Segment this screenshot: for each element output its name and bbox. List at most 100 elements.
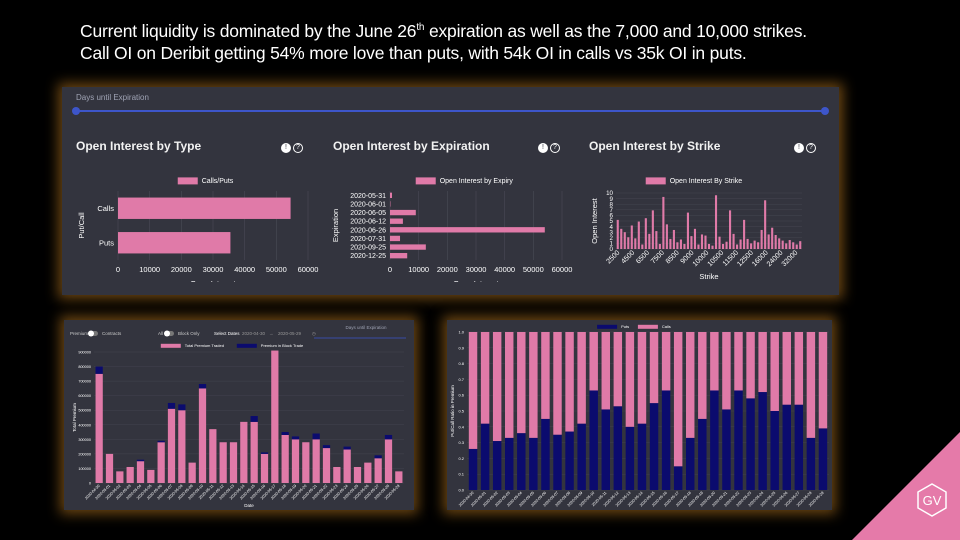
bar: [736, 244, 739, 249]
bar-total-premium: [250, 421, 258, 483]
bar: [781, 240, 784, 249]
bar: [672, 229, 675, 249]
chart-oi-by-expiration: Open Interest by Expiry 0 10000 20000 30000 4…: [331, 177, 572, 282]
bar: [658, 243, 661, 249]
days-until-expiration-slider[interactable]: [62, 103, 839, 119]
y-tick-label: 7: [610, 207, 614, 214]
bar-total-premium: [157, 442, 165, 483]
bar: [714, 195, 718, 249]
legend-label: Puts: [621, 324, 629, 329]
info-icon: !: [538, 143, 548, 153]
bar-calls: [601, 332, 610, 410]
y-tick-label: 9: [610, 196, 614, 203]
bar-total-premium: [178, 410, 186, 483]
chart-info-icons[interactable]: !?: [536, 141, 560, 153]
bar-total-premium: [147, 469, 155, 483]
bar-puts: [649, 403, 659, 490]
bar-puts: [625, 426, 635, 490]
bar-puts: [553, 434, 562, 490]
bar: [750, 243, 753, 249]
legend-swatch: [160, 343, 181, 348]
y-tick-label: 6: [610, 213, 614, 220]
bar-puts: [806, 437, 816, 490]
y-tick-label: 0.8: [458, 361, 464, 366]
bar-calls: [553, 332, 562, 435]
help-icon: ?: [550, 143, 560, 153]
bar-total-premium: [291, 439, 300, 483]
y-tick-label: 0.3: [458, 440, 464, 445]
bar-total-premium: [353, 466, 362, 483]
legend-label: Calls: [662, 324, 671, 329]
bar: [721, 243, 725, 249]
bar: [725, 241, 728, 249]
bar-calls: [468, 332, 478, 449]
y-tick-label: 700000: [78, 380, 91, 384]
x-tick-label: 20000: [437, 265, 458, 274]
bar-block-premium: [374, 455, 382, 459]
bar: [390, 192, 393, 198]
bar-puts: [613, 406, 623, 490]
bar-block-premium: [167, 402, 176, 409]
x-tick-label: 4500: [620, 249, 636, 265]
info-icon: !: [281, 143, 291, 153]
y-tick-label: 2020-05-31: [350, 193, 386, 200]
bar-puts: [673, 466, 683, 490]
bar-calls: [746, 332, 755, 399]
y-tick-label: 0.0: [458, 488, 464, 493]
gv-logo-hexagon: [917, 483, 947, 517]
bar-total-premium: [281, 434, 289, 483]
bar-calls: [589, 332, 598, 391]
y-tick-label: 2020-06-05: [350, 210, 386, 217]
bar-puts: [722, 409, 731, 490]
legend-label: Premium in Block Trade: [261, 343, 304, 348]
bar-total-premium: [364, 462, 372, 483]
bar-calls: [710, 332, 719, 391]
bar-puts: [698, 418, 707, 490]
bar-total-premium: [260, 453, 269, 483]
bar-block-premium: [260, 452, 269, 454]
bar-calls: [565, 332, 574, 432]
bar-block-premium: [198, 384, 207, 389]
bar-puts: [517, 433, 526, 490]
bar-puts: [770, 411, 779, 490]
put-call-ratio-panel: Puts Calls 0.0 0.1 0.2 0.3 0.4 0.5 0.6 0.7 0.8 0.9 1…: [447, 320, 832, 515]
days-until-expiration-label: Days until Expiration: [345, 325, 387, 330]
chart-info-icons[interactable]: !?: [792, 141, 816, 153]
bar-puts: [734, 390, 743, 490]
y-tick-label: 0: [610, 246, 614, 253]
slider-handle-left: [72, 107, 80, 115]
legend-swatch: [415, 177, 436, 185]
bar-calls: [758, 332, 767, 393]
bar-calls: [480, 332, 490, 424]
bar: [669, 238, 672, 249]
bar-puts: [589, 390, 598, 490]
bar: [795, 244, 798, 249]
y-tick-label: 5: [610, 218, 614, 225]
bar-puts: [637, 423, 647, 490]
bar-calls: [505, 332, 514, 438]
bar-puts: [710, 390, 719, 490]
bar-calls: [734, 332, 743, 391]
bar-total-premium: [136, 461, 145, 483]
bar-puts: [601, 409, 610, 490]
date-to-field: 2020-05-29: [278, 331, 302, 336]
x-tick-label: 7500: [650, 249, 666, 265]
bar: [620, 228, 623, 249]
bar: [774, 235, 777, 249]
help-icon: ?: [293, 143, 303, 153]
bar: [644, 218, 647, 249]
bar: [799, 241, 802, 249]
y-tick-label: 600000: [78, 394, 91, 398]
bar-calls: [782, 332, 791, 405]
bar-total-premium: [302, 442, 310, 483]
y-tick-label: 2020-09-25: [350, 245, 386, 252]
y-tick-label: 3: [610, 229, 614, 236]
bar-calls: [517, 332, 526, 434]
y-tick-label: 1: [610, 241, 614, 248]
bar-total-premium: [271, 350, 279, 483]
bar: [627, 237, 630, 249]
bar: [662, 196, 665, 249]
chart-info-icons[interactable]: !?: [279, 141, 303, 153]
bar: [764, 200, 767, 249]
